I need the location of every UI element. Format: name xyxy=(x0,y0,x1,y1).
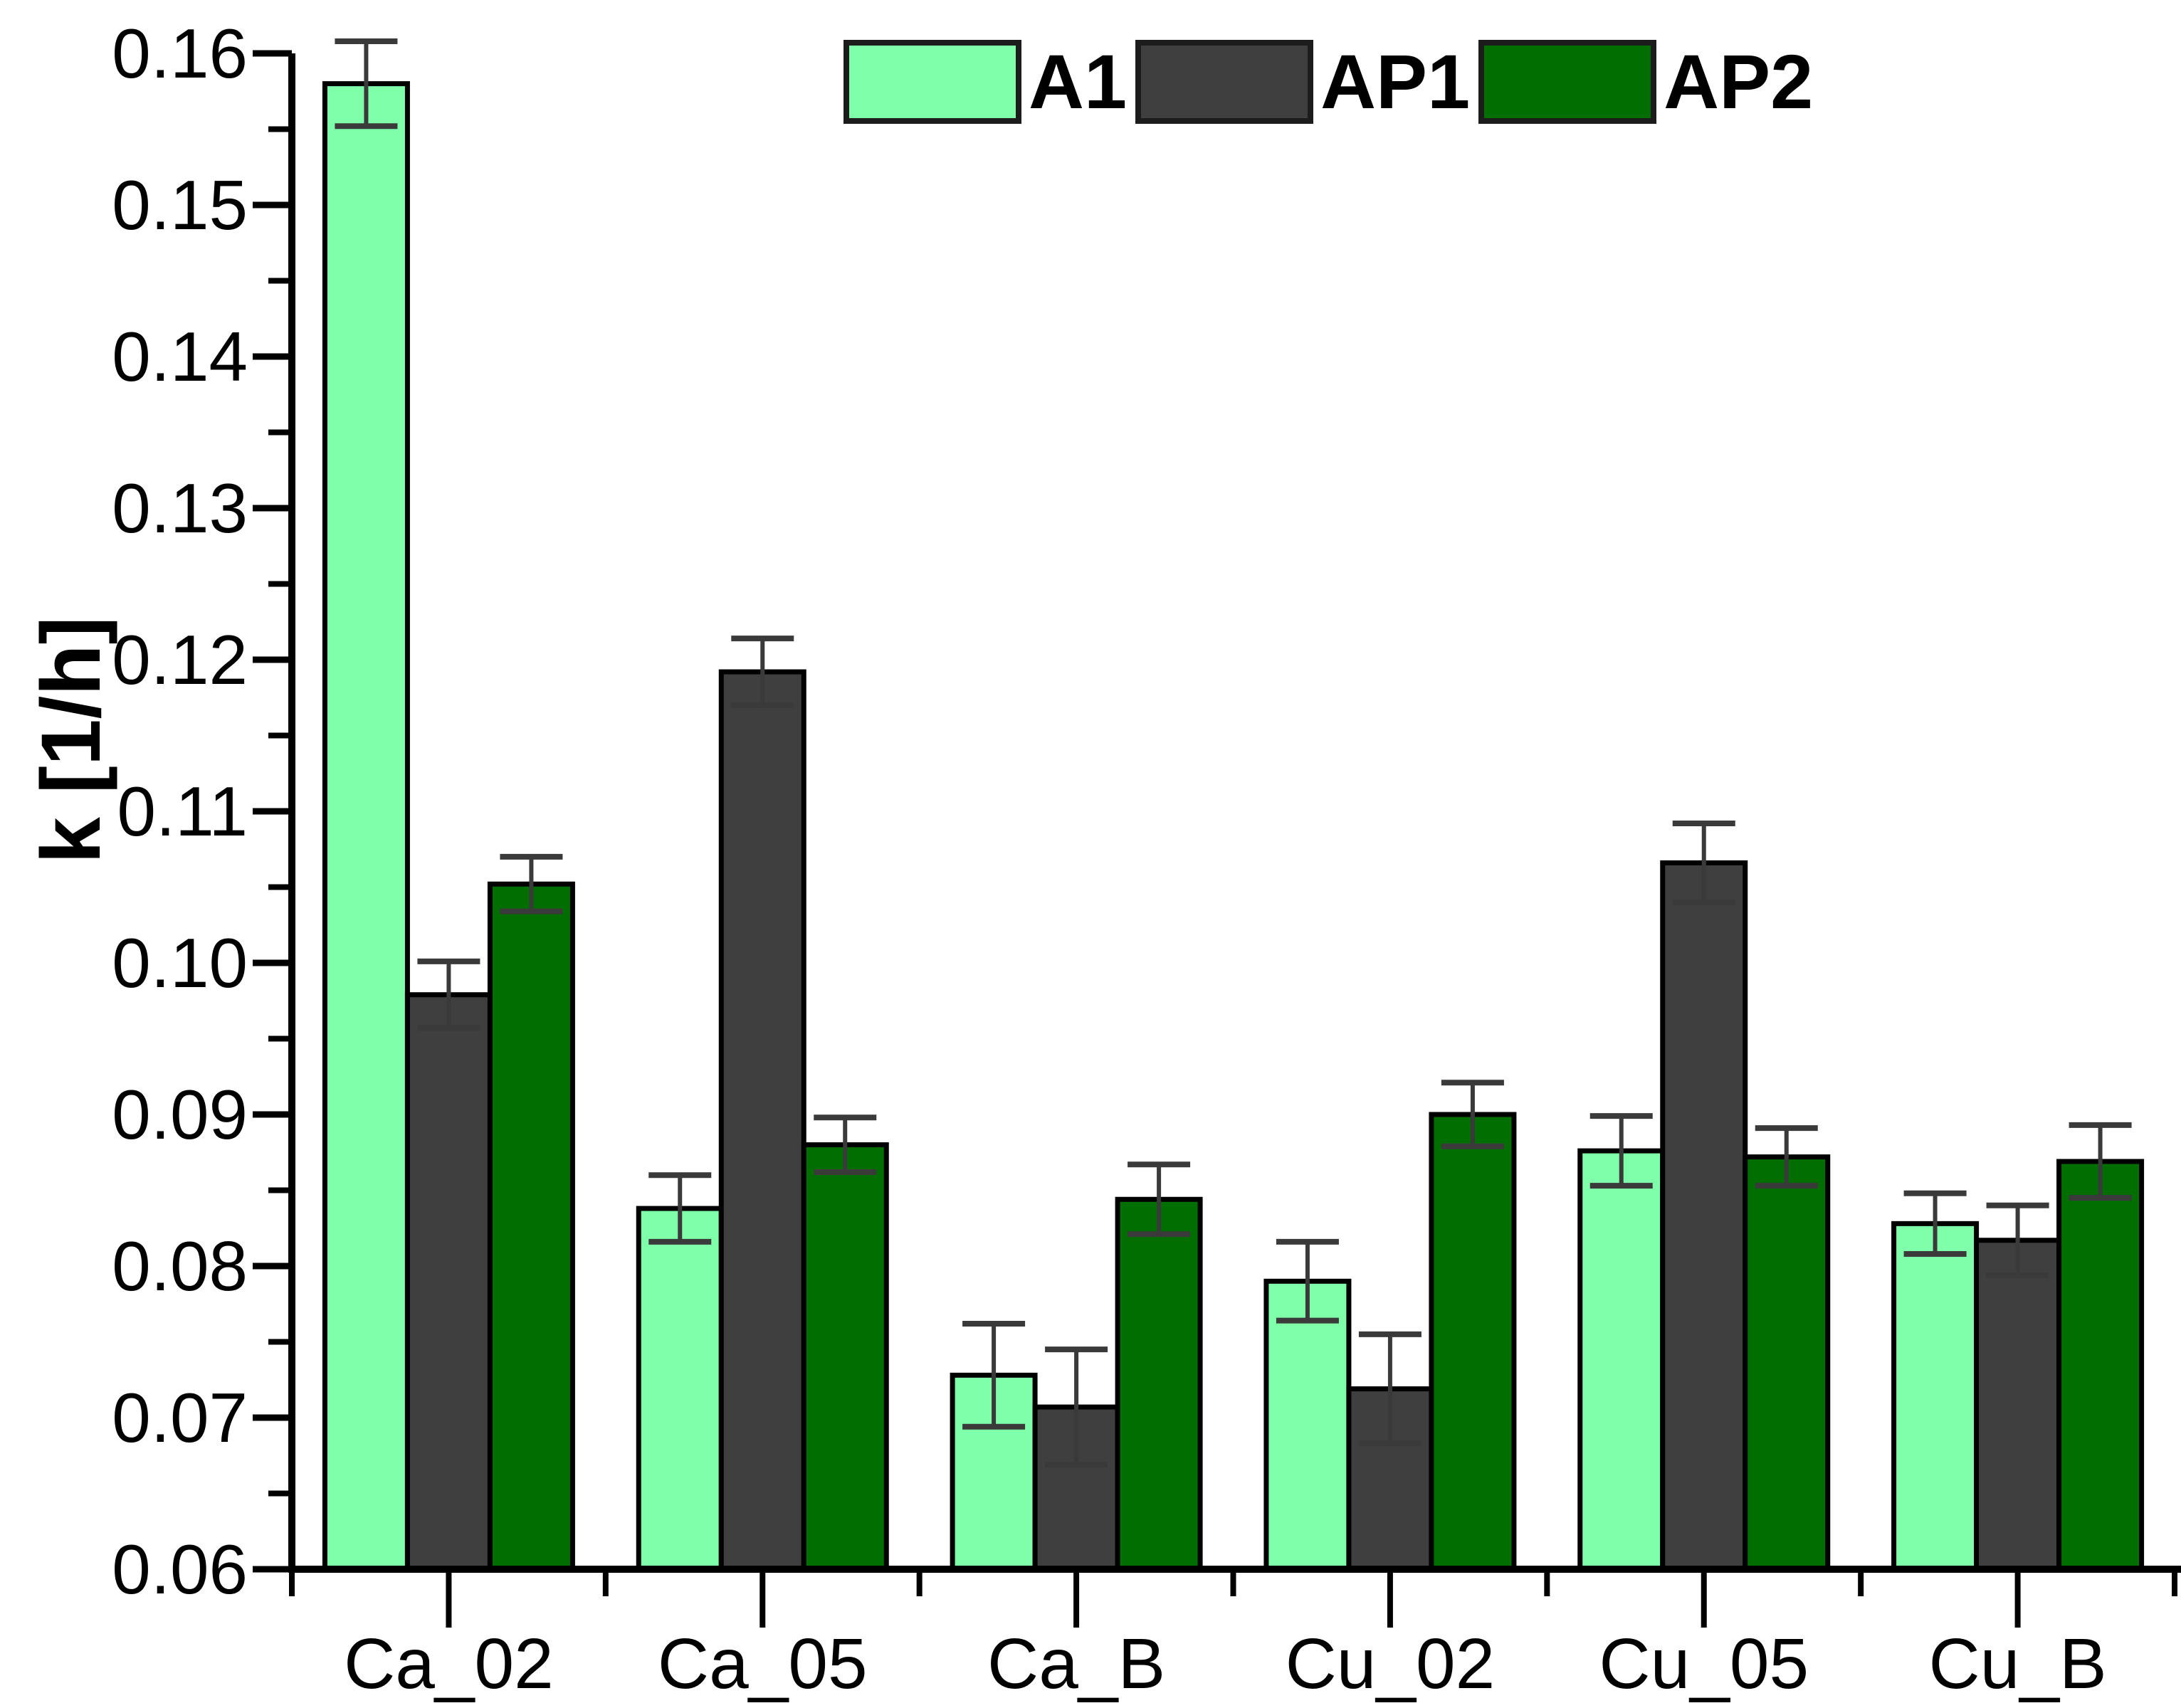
y-tick-label-0.06: 0.06 xyxy=(112,1530,248,1608)
bar-Ca_B-AP2 xyxy=(1115,1196,1203,1572)
bar-Ca_02-AP1 xyxy=(404,992,493,1572)
y-tick-label-0.10: 0.10 xyxy=(112,924,248,1002)
legend-swatch-ap2 xyxy=(1478,40,1657,124)
x-tick-label-Cu_B: Cu_B xyxy=(1929,1624,2107,1704)
bar-Ca_05-AP1 xyxy=(718,669,806,1572)
y-tick-label-0.08: 0.08 xyxy=(112,1227,248,1305)
y-tick-label-0.09: 0.09 xyxy=(112,1075,248,1154)
legend-label-ap1: AP1 xyxy=(1320,38,1471,125)
bar-Ca_02-AP2 xyxy=(487,881,575,1572)
legend-swatch-a1 xyxy=(844,40,1021,124)
bar-Cu_02-A1 xyxy=(1263,1278,1352,1572)
bar-Ca_02-A1 xyxy=(322,81,410,1572)
bar-Cu_B-AP1 xyxy=(1974,1238,2062,1572)
bar-Ca_05-A1 xyxy=(636,1206,724,1572)
y-tick-label-0.16: 0.16 xyxy=(112,14,248,93)
legend-item-ap2: AP2 xyxy=(1478,34,1822,130)
y-tick-label-0.14: 0.14 xyxy=(112,317,248,396)
bar-Cu_02-AP2 xyxy=(1429,1112,1517,1572)
x-tick-label-Cu_02: Cu_02 xyxy=(1286,1624,1496,1704)
y-tick-label-0.11: 0.11 xyxy=(117,772,248,850)
bar-Cu_05-A1 xyxy=(1577,1148,1666,1572)
y-tick-label-0.13: 0.13 xyxy=(112,469,248,547)
bar-Cu_B-A1 xyxy=(1891,1221,1980,1572)
bar-Ca_05-AP2 xyxy=(801,1142,889,1572)
bar-Cu_05-AP1 xyxy=(1660,860,1748,1572)
x-tick-label-Cu_05: Cu_05 xyxy=(1599,1624,1809,1704)
x-tick-label-Ca_05: Ca_05 xyxy=(658,1624,868,1704)
y-tick-label-0.12: 0.12 xyxy=(112,621,248,699)
legend-label-a1: A1 xyxy=(1029,38,1128,125)
legend-label-ap2: AP2 xyxy=(1664,38,1814,125)
bar-Cu_05-AP2 xyxy=(1743,1154,1831,1572)
bar-Cu_B-AP2 xyxy=(2056,1159,2145,1572)
y-tick-label-0.15: 0.15 xyxy=(112,166,248,244)
legend: A1 AP1 AP2 xyxy=(844,34,1822,130)
legend-item-ap1: AP1 xyxy=(1135,34,1478,130)
x-tick-label-Ca_02: Ca_02 xyxy=(344,1624,554,1704)
legend-item-a1: A1 xyxy=(844,34,1135,130)
x-tick-label-Ca_B: Ca_B xyxy=(987,1624,1165,1704)
y-tick-label-0.07: 0.07 xyxy=(112,1378,248,1457)
legend-swatch-ap1 xyxy=(1135,40,1314,124)
